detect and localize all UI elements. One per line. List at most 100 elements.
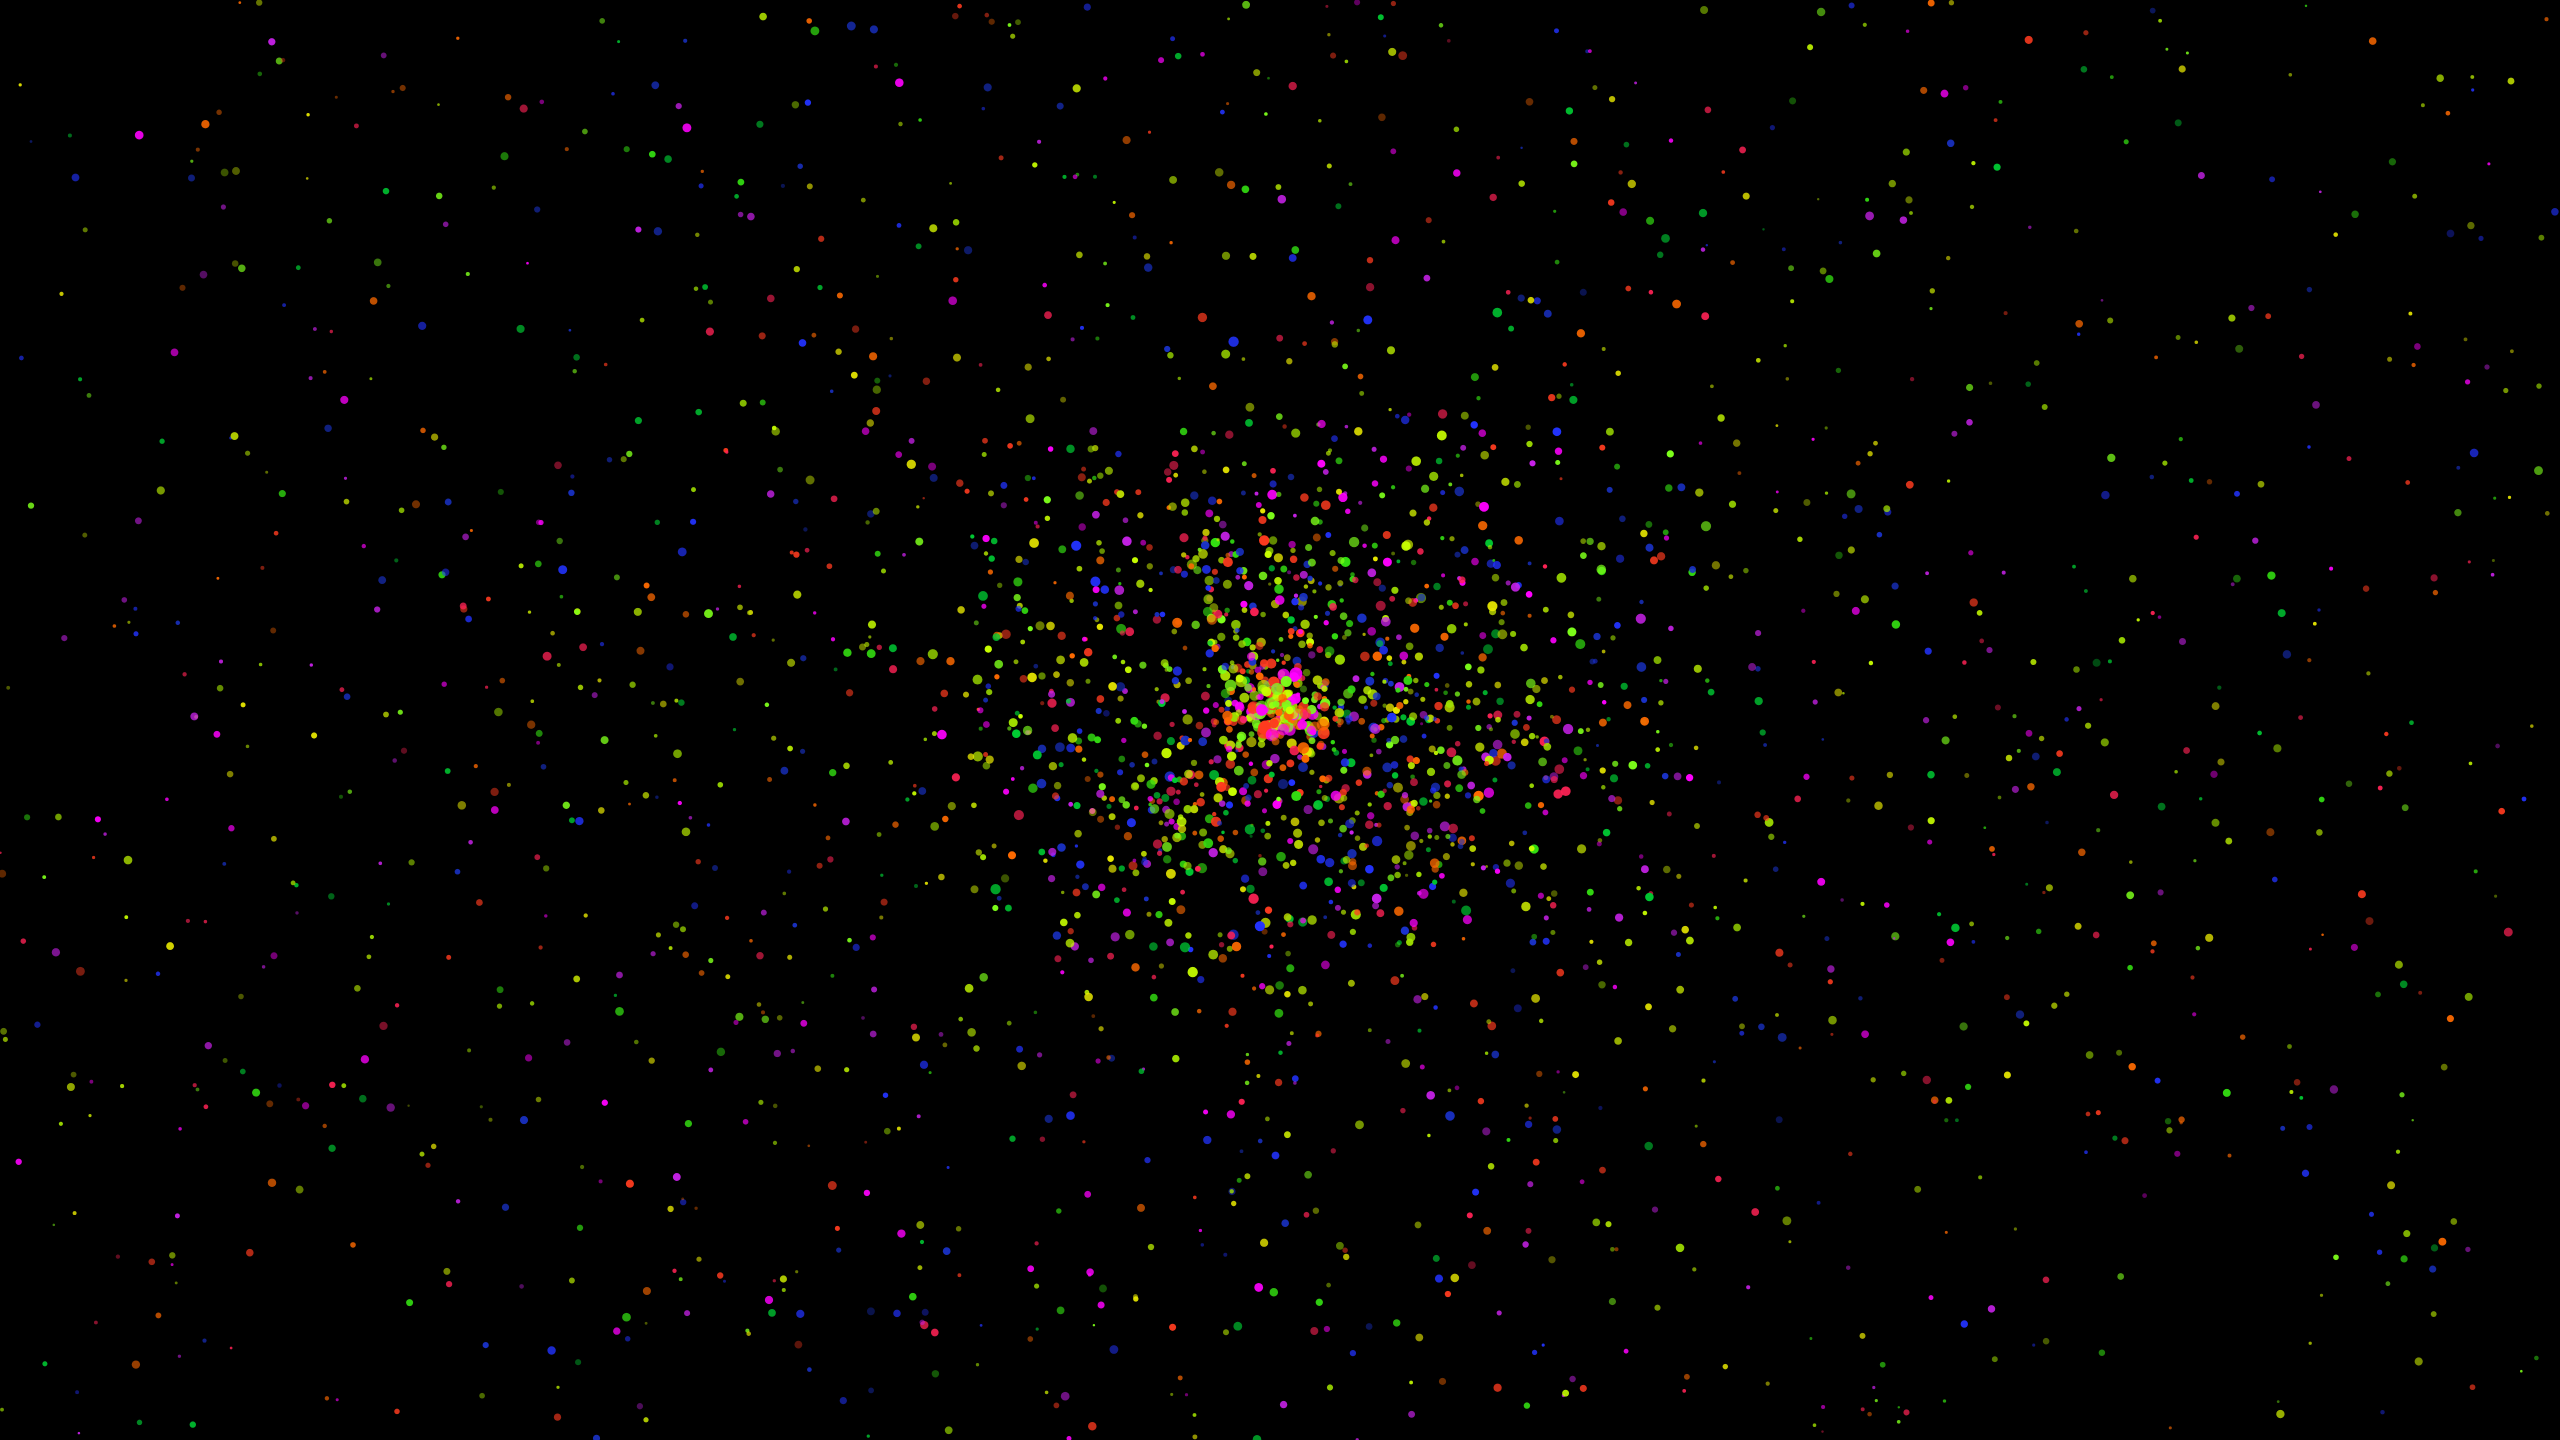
particle bbox=[124, 978, 128, 983]
particle bbox=[1872, 1385, 1876, 1390]
particle bbox=[1176, 816, 1187, 827]
particle bbox=[1924, 647, 1932, 655]
particle bbox=[807, 1367, 812, 1372]
particle bbox=[1241, 574, 1247, 580]
particle bbox=[1339, 598, 1344, 603]
particle bbox=[2188, 478, 2194, 483]
particle bbox=[1739, 1023, 1745, 1030]
particle bbox=[2312, 621, 2317, 626]
particle bbox=[519, 104, 528, 113]
particle bbox=[1378, 584, 1386, 592]
particle bbox=[1466, 699, 1471, 704]
particle bbox=[1441, 239, 1446, 244]
core-particle bbox=[1337, 698, 1345, 707]
particle bbox=[643, 1417, 649, 1423]
particle bbox=[1185, 677, 1192, 685]
particle bbox=[2239, 1034, 2246, 1040]
particle bbox=[1330, 739, 1336, 745]
particle bbox=[2227, 1153, 2232, 1158]
particle bbox=[1095, 1058, 1101, 1064]
core-particle bbox=[1275, 708, 1283, 717]
particle bbox=[2109, 790, 2119, 800]
particle bbox=[771, 425, 777, 431]
particle bbox=[1276, 796, 1281, 802]
particle bbox=[1372, 556, 1378, 562]
particle bbox=[1661, 772, 1669, 780]
particle bbox=[700, 169, 704, 174]
particle bbox=[1015, 19, 1021, 26]
particle bbox=[1665, 484, 1673, 492]
particle bbox=[271, 835, 277, 842]
particle bbox=[1092, 1323, 1096, 1327]
particle bbox=[1231, 619, 1241, 630]
particle bbox=[1297, 754, 1303, 760]
particle bbox=[2158, 18, 2162, 23]
particle bbox=[682, 951, 689, 958]
particle bbox=[1599, 1166, 1606, 1174]
particle bbox=[1323, 915, 1328, 920]
particle bbox=[766, 294, 775, 303]
particle bbox=[983, 551, 989, 556]
particle bbox=[1337, 832, 1343, 838]
particle bbox=[1122, 517, 1129, 524]
particle bbox=[1316, 854, 1326, 864]
particle bbox=[19, 355, 24, 361]
particle bbox=[1598, 718, 1607, 727]
particle bbox=[1076, 860, 1085, 869]
particle bbox=[527, 610, 532, 614]
particle bbox=[1460, 651, 1465, 655]
particle bbox=[1159, 699, 1165, 705]
particle bbox=[1169, 175, 1178, 184]
particle bbox=[1213, 793, 1223, 803]
particle bbox=[562, 801, 570, 809]
particle bbox=[916, 1114, 921, 1119]
particle bbox=[2028, 225, 2032, 230]
particle bbox=[1092, 475, 1097, 481]
particle bbox=[1000, 502, 1007, 509]
particle bbox=[1207, 640, 1213, 646]
particle bbox=[1524, 1103, 1529, 1108]
particle bbox=[1730, 260, 1735, 265]
particle bbox=[75, 966, 85, 976]
particle bbox=[1549, 902, 1557, 909]
particle bbox=[1107, 952, 1115, 960]
particle bbox=[1286, 759, 1295, 768]
particle bbox=[1463, 622, 1468, 627]
particle bbox=[1860, 901, 1865, 906]
particle bbox=[554, 461, 562, 470]
particle bbox=[1156, 850, 1163, 856]
particle bbox=[1329, 550, 1336, 557]
particle bbox=[650, 951, 656, 957]
particle bbox=[386, 902, 391, 906]
particle bbox=[1579, 1384, 1587, 1392]
particle bbox=[1027, 1336, 1034, 1342]
particle bbox=[1439, 821, 1450, 832]
particle bbox=[2289, 1090, 2294, 1094]
particle bbox=[1046, 621, 1055, 631]
particle bbox=[729, 633, 737, 641]
particle bbox=[1137, 774, 1145, 783]
particle bbox=[643, 582, 650, 589]
particle bbox=[1196, 797, 1205, 807]
particle bbox=[1476, 396, 1481, 401]
particle bbox=[1992, 852, 1996, 857]
particle bbox=[756, 120, 764, 128]
particle bbox=[1171, 628, 1178, 635]
particle bbox=[1855, 460, 1861, 466]
particle bbox=[1386, 655, 1393, 661]
particle bbox=[2471, 88, 2475, 92]
particle bbox=[1354, 810, 1360, 816]
particle bbox=[1872, 249, 1881, 258]
particle bbox=[1997, 795, 2002, 800]
particle bbox=[1821, 1404, 1826, 1410]
particle bbox=[1338, 804, 1345, 811]
particle bbox=[613, 993, 618, 998]
particle bbox=[2408, 311, 2413, 316]
particle bbox=[1649, 556, 1659, 565]
particle bbox=[1681, 925, 1689, 934]
particle bbox=[1361, 524, 1369, 532]
particle bbox=[767, 777, 773, 782]
particle bbox=[843, 762, 850, 770]
particle bbox=[1568, 686, 1576, 693]
particle bbox=[1173, 798, 1180, 806]
